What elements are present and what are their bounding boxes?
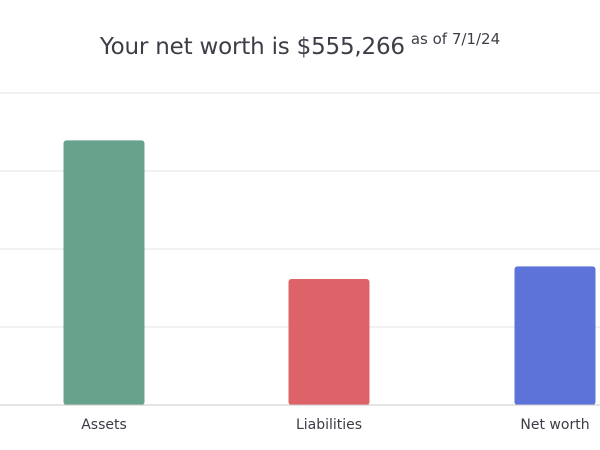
- as-of-date: as of 7/1/24: [410, 30, 501, 48]
- category-label: Net worth: [520, 417, 589, 433]
- bar-liabilities[interactable]: [288, 278, 370, 405]
- category-label: Assets: [81, 417, 127, 433]
- bar-net-worth[interactable]: [514, 266, 596, 405]
- category-label: Liabilities: [296, 417, 362, 433]
- bar-assets[interactable]: [63, 140, 145, 405]
- bars: [63, 140, 596, 405]
- chart-title: Your net worth is $555,266 as of 7/1/24: [0, 30, 600, 60]
- net-worth-headline: Your net worth is $555,266: [99, 34, 405, 60]
- category-labels: Assets Liabilities Net worth: [81, 417, 589, 433]
